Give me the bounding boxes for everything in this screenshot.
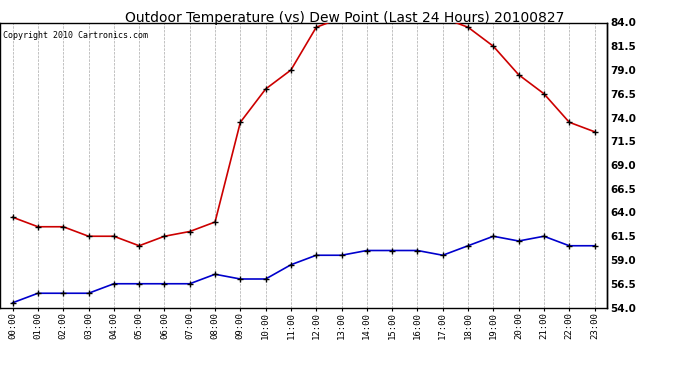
Text: Copyright 2010 Cartronics.com: Copyright 2010 Cartronics.com bbox=[3, 31, 148, 40]
Text: Outdoor Temperature (vs) Dew Point (Last 24 Hours) 20100827: Outdoor Temperature (vs) Dew Point (Last… bbox=[126, 11, 564, 25]
